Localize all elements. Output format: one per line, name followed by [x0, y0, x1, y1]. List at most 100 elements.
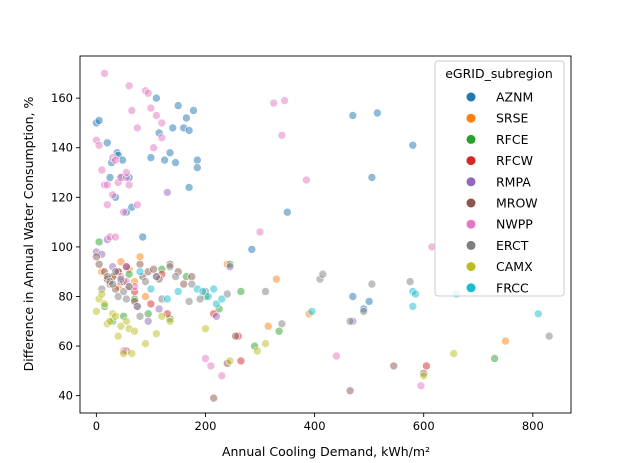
- data-points: [92, 69, 554, 403]
- scatter-point-aznm: [103, 138, 112, 148]
- y-axis-ticks: 40 60 80 100 120 140 160: [51, 91, 80, 403]
- scatter-point-nwpp: [157, 118, 167, 128]
- x-axis-ticks: 0 200 400 600 800: [93, 413, 544, 433]
- scatter-point-aznm: [348, 111, 358, 120]
- scatter-point-erct: [345, 316, 355, 326]
- x-tick-label: 600: [413, 419, 435, 433]
- scatter-point-camx: [157, 311, 167, 321]
- scatter-point-aznm: [171, 158, 180, 167]
- legend-marker-erct: [466, 240, 476, 250]
- legend-marker-nwpp: [466, 219, 476, 229]
- scatter-point-aznm: [367, 173, 377, 182]
- scatter-point-erct: [405, 277, 415, 286]
- legend-marker-rfcw: [466, 156, 476, 166]
- scatter-point-nwpp: [280, 96, 289, 105]
- scatter-point-erct: [261, 287, 270, 296]
- plot-frame: [79, 55, 572, 414]
- scatter-point-mrow: [231, 331, 240, 341]
- scatter-point-aznm: [184, 183, 194, 192]
- scatter-point-frcc: [173, 287, 183, 296]
- x-tick-label: 400: [304, 419, 326, 433]
- scatter-point-nwpp: [269, 98, 279, 108]
- scatter-point-camx: [201, 324, 210, 334]
- scatter-point-aznm: [189, 106, 198, 115]
- scatter-point-aznm: [94, 116, 104, 125]
- scatter-point-aznm: [247, 245, 257, 254]
- legend-label-frcc: FRCC: [496, 280, 529, 295]
- scatter-point-nwpp: [206, 361, 216, 371]
- scatter-point-aznm: [372, 108, 382, 118]
- scatter-point-srse: [135, 252, 145, 262]
- scatter-point-nwpp: [122, 168, 131, 177]
- scatter-point-frcc: [408, 302, 418, 311]
- scatter-point-aznm: [160, 155, 169, 165]
- scatter-point-frcc: [209, 284, 218, 294]
- scatter-point-camx: [261, 339, 270, 348]
- scatter-point-camx: [127, 349, 137, 358]
- scatter-point-erct: [122, 294, 131, 304]
- scatter-point-frcc: [203, 292, 213, 301]
- scatter-point-mrow: [92, 252, 101, 262]
- legend-label-mrow: MROW: [496, 196, 538, 211]
- scatter-point-camx: [105, 316, 115, 326]
- scatter-point-rmpa: [225, 262, 235, 272]
- scatter-point-camx: [122, 316, 131, 326]
- scatter-point-nwpp: [124, 81, 134, 91]
- scatter-point-nwpp: [94, 141, 104, 150]
- scatter-point-nwpp: [108, 190, 117, 200]
- scatter-point-erct: [359, 307, 369, 316]
- legend-label-srse: SRSE: [496, 111, 529, 126]
- scatter-point-rfcw: [146, 299, 156, 309]
- scatter-point-mrow: [345, 386, 355, 396]
- scatter-point-erct: [135, 311, 145, 321]
- scatter-point-nwpp: [149, 143, 158, 152]
- scatter-point-rfce: [236, 287, 246, 296]
- y-tick-label: 100: [51, 240, 73, 254]
- scatter-point-camx: [119, 349, 128, 358]
- scatter-point-aznm: [408, 141, 418, 150]
- scatter-point-aznm: [165, 148, 175, 157]
- scatter-point-frcc: [135, 267, 145, 277]
- scatter-point-nwpp: [201, 354, 210, 363]
- scatter-point-aznm: [173, 101, 183, 110]
- scatter-point-camx: [113, 331, 123, 341]
- scatter-point-mrow: [389, 361, 399, 371]
- scatter-point-erct: [367, 279, 377, 289]
- scatter-point-aznm: [138, 232, 147, 242]
- scatter-point-camx: [111, 311, 120, 321]
- scatter-point-nwpp: [146, 103, 156, 113]
- scatter-point-nwpp: [97, 165, 107, 175]
- legend-label-rmpa: RMPA: [496, 174, 531, 189]
- scatter-point-erct: [113, 292, 123, 301]
- scatter-point-nwpp: [255, 227, 265, 237]
- scatter-point-erct: [119, 287, 128, 296]
- y-tick-label: 40: [58, 389, 73, 403]
- legend-label-aznm: AZNM: [496, 90, 533, 105]
- scatter-point-frcc: [217, 294, 227, 304]
- scatter-point-frcc: [212, 299, 221, 309]
- scatter-point-camx: [152, 329, 161, 339]
- scatter-point-nwpp: [127, 106, 137, 115]
- scatter-point-camx: [130, 326, 139, 336]
- scatter-point-nwpp: [111, 155, 120, 165]
- legend-marker-frcc: [466, 283, 476, 293]
- x-tick-label: 200: [195, 419, 217, 433]
- legend-marker-aznm: [466, 92, 476, 102]
- scatter-point-aznm: [105, 173, 115, 182]
- scatter-point-erct: [195, 294, 205, 304]
- scatter-point-mrow: [187, 272, 197, 281]
- y-axis-label: Difference in Annual Water Consumption, …: [21, 97, 36, 372]
- scatter-point-camx: [100, 299, 109, 309]
- scatter-point-srse: [501, 336, 510, 346]
- scatter-point-nwpp: [103, 200, 112, 210]
- scatter-point-nwpp: [152, 111, 161, 120]
- scatter-point-nwpp: [100, 69, 109, 78]
- scatter-point-aznm: [168, 123, 177, 133]
- scatter-point-camx: [449, 349, 459, 358]
- scatter-point-rfce: [490, 354, 499, 363]
- legend-label-erct: ERCT: [496, 238, 529, 253]
- scatter-point-frcc: [163, 294, 172, 304]
- scatter-point-aznm: [184, 126, 194, 135]
- y-tick-label: 160: [51, 91, 73, 105]
